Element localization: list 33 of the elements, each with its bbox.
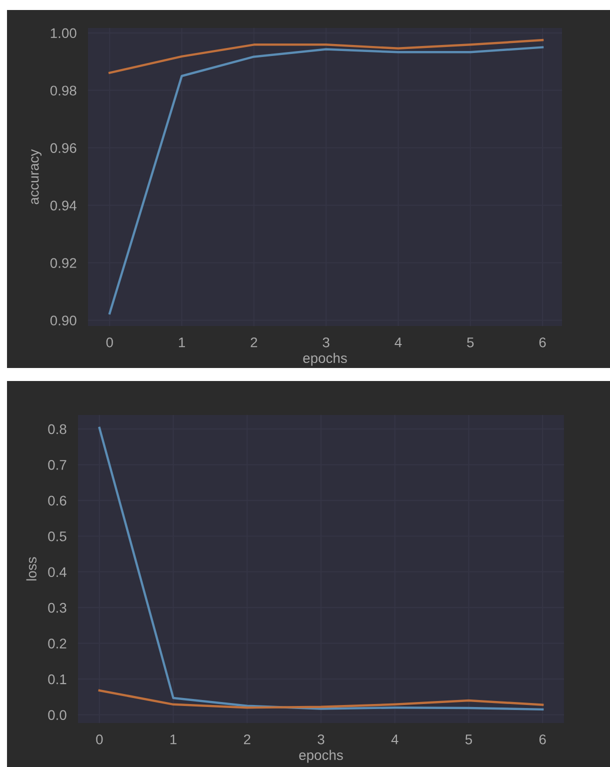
x-tick-label: 1 xyxy=(178,338,185,348)
y-axis-title: accuracy xyxy=(31,149,42,204)
y-tick-label: 0.1 xyxy=(48,674,66,684)
x-tick-label: 2 xyxy=(250,337,258,348)
y-tick-label: 0.8 xyxy=(48,424,66,434)
x-axis-title: epochs xyxy=(299,750,343,763)
x-tick-label: 0 xyxy=(96,734,103,744)
y-tick-label: 0.96 xyxy=(50,143,76,153)
y-tick-label: 0.6 xyxy=(48,496,66,506)
y-tick-label: 0.3 xyxy=(48,602,66,613)
x-tick-label: 3 xyxy=(322,337,330,348)
x-tick-label: 1 xyxy=(170,734,176,744)
x-tick-label: 5 xyxy=(467,338,474,348)
y-tick-label: 0.94 xyxy=(50,200,76,210)
y-tick-label: 0.90 xyxy=(50,316,76,326)
x-tick-label: 6 xyxy=(539,734,546,744)
y-tick-label: 0.5 xyxy=(48,531,66,542)
y-tick-label: 0.4 xyxy=(48,567,66,578)
y-tick-label: 0.2 xyxy=(48,638,66,648)
x-tick-label: 5 xyxy=(465,734,472,744)
y-tick-label: 0.7 xyxy=(48,460,66,470)
x-tick-label: 4 xyxy=(391,734,398,744)
x-tick-label: 0 xyxy=(106,337,113,348)
x-axis-title: epochs xyxy=(303,352,347,366)
y-tick-label: 0.98 xyxy=(50,86,76,96)
x-tick-label: 4 xyxy=(394,338,402,348)
y-tick-label: 1.00 xyxy=(50,28,76,38)
x-tick-label: 2 xyxy=(244,734,250,744)
y-axis-title: loss xyxy=(26,557,37,580)
x-tick-label: 3 xyxy=(318,734,324,744)
y-tick-label: 0.92 xyxy=(50,258,76,268)
x-tick-label: 6 xyxy=(539,337,546,348)
y-tick-label: 0.0 xyxy=(48,710,66,720)
